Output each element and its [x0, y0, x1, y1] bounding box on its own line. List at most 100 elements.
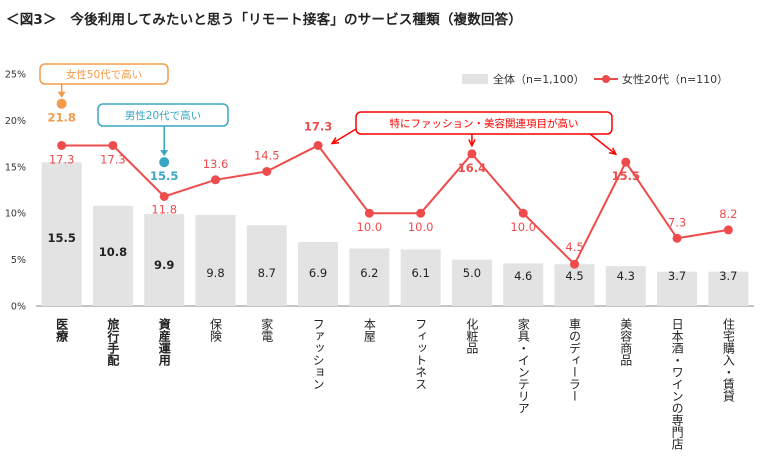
bar [503, 263, 544, 306]
line-point [416, 208, 426, 218]
category-label: ファッション [311, 318, 325, 390]
callout-arrowhead [468, 139, 476, 148]
line-point [211, 175, 220, 185]
bar [41, 162, 82, 306]
line-series-path [61, 144, 729, 266]
bar-value-label: 6.9 [309, 266, 327, 280]
line-point [518, 208, 528, 218]
category-label: 家電 [260, 317, 274, 342]
callout-box [97, 103, 229, 127]
line-point [159, 191, 169, 201]
bar [400, 249, 441, 306]
bar-value-label: 6.1 [411, 266, 429, 280]
bar-value-label: 9.8 [206, 266, 224, 280]
highlight-marker-label: 21.8 [47, 111, 75, 125]
bar [708, 271, 749, 306]
line-point [723, 225, 733, 235]
callout-text: 男性20代で高い [125, 109, 201, 122]
callout-box [39, 63, 169, 85]
category-label: 住宅購入・賃貸 [721, 318, 735, 403]
callout-arrowhead [160, 150, 169, 157]
category-label: 保険 [209, 318, 223, 343]
bar-value-label: 4.3 [617, 269, 635, 283]
callout-text: 女性50代で高い [66, 68, 142, 81]
line-value-label: 4.5 [565, 240, 583, 254]
bar [195, 215, 236, 306]
chart-title: ＜図3＞ 今後利用してみたいと思う「リモート接客」のサービス種類（複数回答） [6, 12, 523, 28]
category-label: 資産運用 [157, 317, 171, 367]
bar [554, 264, 595, 306]
bar-value-label: 3.7 [719, 269, 737, 283]
line-point [467, 149, 477, 159]
line-point [262, 166, 272, 176]
line-value-label: 13.6 [203, 157, 229, 171]
line-value-label: 10.0 [408, 220, 434, 234]
line-value-label: 15.5 [612, 169, 640, 183]
line-value-label: 16.4 [458, 161, 486, 175]
line-value-label: 11.8 [151, 202, 177, 216]
line-value-label: 10.0 [510, 220, 536, 234]
y-tick-label: 25% [5, 70, 26, 81]
bar-value-label: 8.7 [258, 266, 276, 280]
line-point [621, 157, 631, 167]
legend-swatch-bar [462, 74, 488, 84]
category-label: 本屋 [362, 318, 376, 343]
line-point [672, 233, 682, 243]
line-point [57, 140, 67, 150]
bar [144, 214, 185, 306]
bar [349, 248, 390, 306]
line-point [570, 259, 579, 269]
y-tick-label: 15% [5, 162, 26, 173]
line-point [364, 208, 374, 218]
line-point [313, 140, 323, 150]
line-value-label: 17.3 [49, 152, 75, 166]
highlight-marker [56, 98, 67, 109]
legend-swatch-point [602, 75, 610, 83]
y-tick-label: 0% [11, 302, 26, 313]
bar-value-label: 5.0 [463, 266, 481, 280]
category-label: 美容商品 [619, 318, 633, 366]
bar-value-label: 4.5 [565, 269, 583, 283]
category-label: 日本酒・ワインの専門店 [670, 318, 684, 450]
line-value-label: 7.3 [668, 215, 686, 229]
bar-value-label: 4.6 [514, 269, 532, 283]
legend-label: 全体（n=1,100） [493, 72, 585, 86]
bar [657, 271, 698, 306]
callout-text: 特にファッション・美容関連項目が高い [390, 117, 579, 130]
line-value-label: 14.5 [254, 148, 280, 162]
y-tick-label: 5% [11, 255, 26, 266]
legend-label: 女性20代（n=110） [622, 72, 728, 86]
bar [298, 241, 339, 306]
bar-value-label: 6.2 [360, 266, 378, 280]
line-value-label: 17.3 [100, 152, 126, 166]
line-value-label: 17.3 [304, 119, 332, 133]
callout-arrowhead [608, 147, 618, 156]
callout-arrowhead [330, 137, 340, 145]
bar [92, 205, 133, 306]
bar-value-label: 9.9 [154, 258, 174, 272]
category-label: 医療 [55, 318, 69, 343]
bar-value-label: 10.8 [99, 245, 127, 259]
line-point [108, 140, 118, 150]
category-label: 家具・インテリア [516, 317, 530, 414]
callout-arrow [589, 133, 617, 155]
line-value-label: 8.2 [719, 207, 737, 221]
category-label: フィットネス [414, 318, 428, 390]
highlight-marker [159, 157, 170, 168]
bar-value-label: 3.7 [668, 269, 686, 283]
bar [246, 225, 287, 306]
y-tick-label: 10% [5, 209, 26, 220]
bar [605, 266, 646, 306]
category-label: 車のディーラー [568, 318, 582, 402]
callout-arrow [331, 128, 357, 145]
callout-arrowhead [57, 91, 66, 98]
category-label: 化粧品 [465, 318, 479, 354]
callout-box [355, 111, 613, 135]
y-tick-label: 20% [5, 116, 26, 127]
highlight-marker-label: 15.5 [150, 169, 178, 183]
bar-value-label: 15.5 [47, 231, 75, 245]
line-value-label: 10.0 [357, 220, 383, 234]
category-label: 旅行手配 [106, 317, 120, 367]
bar [451, 259, 492, 306]
